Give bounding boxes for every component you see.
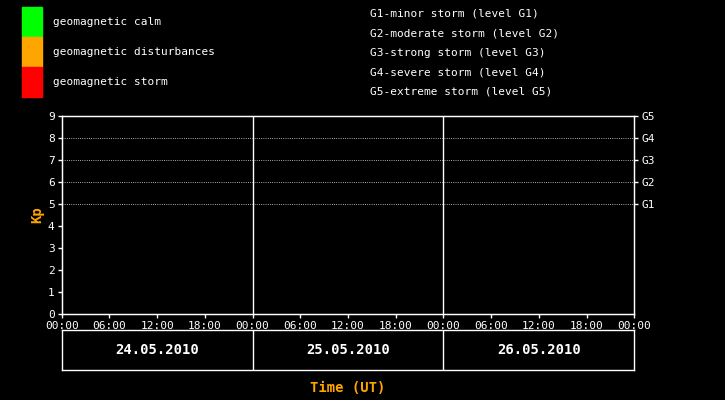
Text: G1-minor storm (level G1): G1-minor storm (level G1) [370,9,539,19]
Text: G4-severe storm (level G4): G4-severe storm (level G4) [370,68,545,78]
Text: 26.05.2010: 26.05.2010 [497,343,581,357]
Text: Time (UT): Time (UT) [310,381,386,395]
Text: geomagnetic storm: geomagnetic storm [53,77,167,87]
Bar [22,67,42,97]
Text: geomagnetic disturbances: geomagnetic disturbances [53,47,215,57]
Text: geomagnetic calm: geomagnetic calm [53,17,161,27]
Text: G5-extreme storm (level G5): G5-extreme storm (level G5) [370,87,552,97]
Text: 24.05.2010: 24.05.2010 [115,343,199,357]
Y-axis label: Kp: Kp [30,207,44,223]
Bar [22,7,42,37]
Text: G3-strong storm (level G3): G3-strong storm (level G3) [370,48,545,58]
Text: G2-moderate storm (level G2): G2-moderate storm (level G2) [370,28,559,38]
Text: 25.05.2010: 25.05.2010 [306,343,390,357]
Bar [22,37,42,67]
